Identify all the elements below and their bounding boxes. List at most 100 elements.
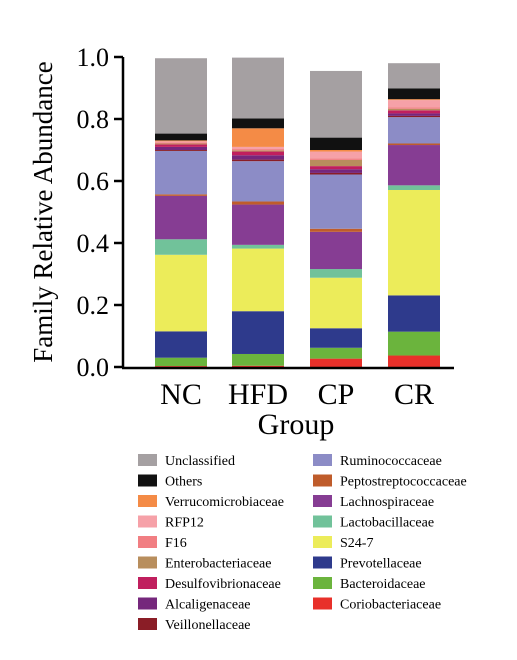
legend-item-veillonellaceae: Veillonellaceae (138, 618, 251, 633)
legend-swatch (313, 454, 332, 466)
bar-segment-peptostreptococcaceae (310, 228, 362, 232)
y-axis-label: Family Relative Abundance (28, 61, 58, 362)
legend-item-s24-7: S24-7 (313, 536, 373, 551)
legend-item-alcaligenaceae: Alcaligenaceae (138, 597, 251, 613)
legend-label: Lactobacillaceae (340, 516, 434, 531)
bar-segment-alcaligenaceae (232, 155, 284, 160)
legend-label: Peptostreptococcaceae (340, 475, 467, 490)
legend-item-others: Others (138, 474, 202, 490)
bar-stack-cp (310, 70, 362, 367)
bar-segment-alcaligenaceae (310, 169, 362, 173)
legend-item-rfp12: RFP12 (138, 515, 204, 531)
legend-item-desulfovibrionaceae: Desulfovibrionaceae (138, 577, 281, 592)
legend-swatch (313, 577, 332, 589)
legend-label: Alcaligenaceae (165, 598, 251, 613)
x-tick-label: NC (160, 378, 202, 411)
y-tick-label: 0.2 (77, 291, 110, 320)
legend-label: Verrucomicrobiaceae (165, 495, 284, 510)
x-tick-label: CR (394, 378, 434, 411)
legend-label: Enterobacteriaceae (165, 557, 271, 572)
bar-segment-enterobacteriaceae (155, 143, 207, 145)
bar-segment-lactobacillaceae (232, 244, 284, 249)
bar-stack-cr (388, 63, 440, 367)
bar-segment-unclassified (232, 57, 284, 119)
bar-segment-others (155, 133, 207, 141)
bar-segment-f16 (388, 107, 440, 109)
legend-swatch (138, 597, 157, 610)
bar-segment-s24-7 (155, 254, 207, 332)
bar-segment-unclassified (310, 70, 362, 138)
bar-segment-ruminococcaceae (388, 117, 440, 144)
bar-segment-prevotellaceae (388, 295, 440, 332)
bar-segment-verrucomicrobiaceae (155, 140, 207, 142)
legend-label: Unclassified (165, 454, 235, 469)
bar-segment-veillonellaceae (155, 150, 207, 151)
legend-label: Desulfovibrionaceae (165, 577, 281, 592)
bar-segment-prevotellaceae (232, 311, 284, 354)
bar-segment-coriobacteriaceae (155, 366, 207, 367)
bar-segment-bacteroidaceae (388, 331, 440, 356)
y-tick-label: 0.8 (77, 105, 110, 134)
bar-segment-unclassified (388, 63, 440, 89)
legend-label: Lachnospiraceae (340, 495, 434, 510)
legend-label: Prevotellaceae (340, 557, 422, 572)
legend-item-prevotellaceae: Prevotellaceae (313, 556, 422, 572)
bar-segment-coriobacteriaceae (232, 365, 284, 367)
legend-swatch (138, 495, 157, 507)
bar-stack-hfd (232, 57, 284, 367)
legend-swatch (313, 556, 332, 569)
bar-segment-bacteroidaceae (310, 347, 362, 359)
bar-segment-s24-7 (310, 277, 362, 329)
legend-item-peptostreptococcaceae: Peptostreptococcaceae (313, 474, 467, 490)
bar-segment-desulfovibrionaceae (310, 166, 362, 170)
legend-item-ruminococcaceae: Ruminococcaceae (313, 454, 442, 469)
legend-label: RFP12 (165, 516, 204, 531)
bar-segment-alcaligenaceae (388, 113, 440, 116)
bar-segment-rfp12 (388, 100, 440, 108)
bar-segment-enterobacteriaceae (232, 150, 284, 152)
y-tick-label: 0.4 (77, 229, 110, 258)
bar-segment-ruminococcaceae (155, 150, 207, 195)
bar-segment-rfp12 (232, 146, 284, 150)
bar-segment-unclassified (155, 58, 207, 134)
bar-segment-others (310, 137, 362, 150)
legend-swatch (313, 515, 332, 528)
bar-segment-desulfovibrionaceae (388, 110, 440, 114)
legend-item-enterobacteriaceae: Enterobacteriaceae (138, 556, 271, 572)
bar-segment-prevotellaceae (155, 331, 207, 358)
y-tick-label: 0.0 (77, 353, 110, 382)
legend-label: Bacteroidaceae (340, 577, 426, 592)
legend-swatch (138, 454, 157, 466)
legend-item-bacteroidaceae: Bacteroidaceae (313, 577, 426, 592)
bar-segment-rfp12 (155, 141, 207, 143)
bar-segment-peptostreptococcaceae (155, 194, 207, 196)
legend-label: Others (165, 475, 202, 490)
bar-segment-alcaligenaceae (155, 146, 207, 150)
legend-label: F16 (165, 536, 187, 551)
bar-segment-s24-7 (388, 189, 440, 296)
legend-label: Ruminococcaceae (340, 454, 442, 469)
bar-segment-verrucomicrobiaceae (232, 128, 284, 147)
bar-segment-desulfovibrionaceae (232, 151, 284, 156)
x-axis-label: Group (258, 408, 335, 441)
legend-label: S24-7 (340, 536, 373, 551)
bar-segment-desulfovibrionaceae (155, 144, 207, 147)
bar-segment-bacteroidaceae (155, 357, 207, 367)
legend-item-lachnospiraceae: Lachnospiraceae (313, 495, 434, 510)
bar-segment-s24-7 (232, 248, 284, 312)
legend-item-lactobacillaceae: Lactobacillaceae (313, 515, 434, 531)
bar-segment-coriobacteriaceae (310, 358, 362, 367)
legend-swatch (313, 474, 332, 487)
bar-segment-f16 (310, 158, 362, 160)
y-tick-label: 1.0 (77, 43, 110, 72)
bar-segment-f16 (232, 149, 284, 151)
bar-segment-lactobacillaceae (155, 239, 207, 255)
bar-segment-bacteroidaceae (232, 353, 284, 366)
legend-label: Coriobacteriaceae (340, 598, 441, 613)
bar-segment-lachnospiraceae (232, 204, 284, 245)
bar-segment-veillonellaceae (310, 172, 362, 175)
legend-swatch (138, 556, 157, 569)
bar-segment-lachnospiraceae (388, 145, 440, 186)
bar-segment-peptostreptococcaceae (232, 201, 284, 205)
